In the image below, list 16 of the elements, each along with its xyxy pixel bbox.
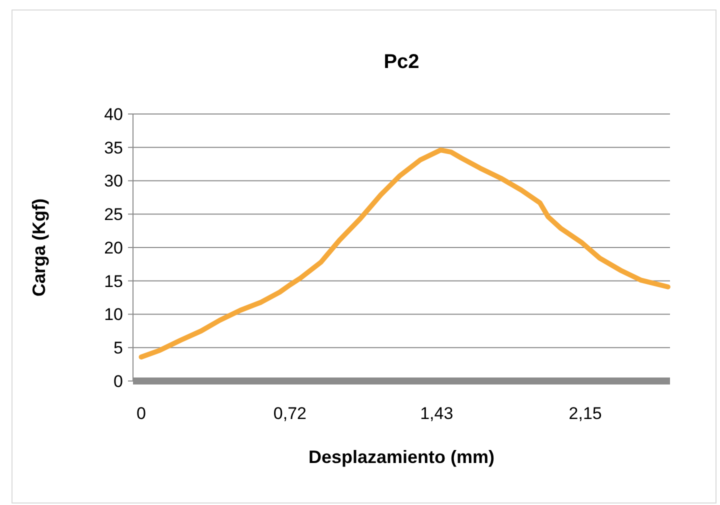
- y-tick-label: 10: [104, 305, 123, 324]
- x-tick-label: 0,72: [273, 404, 307, 423]
- y-tick-label: 25: [104, 205, 123, 224]
- chart-title: Pc2: [384, 51, 420, 73]
- x-tick-label: 0: [136, 404, 146, 423]
- y-tick-label: 35: [104, 138, 123, 158]
- y-tick-label: 40: [104, 104, 123, 124]
- y-tick-label: 0: [114, 372, 123, 391]
- y-tick-label: 5: [114, 338, 123, 358]
- y-tick-label: 30: [104, 172, 123, 191]
- x-tick-label: 1,43: [420, 404, 454, 423]
- y-tick-label: 15: [104, 272, 123, 291]
- y-axis-title: Carga (Kgf): [29, 198, 49, 296]
- y-tick-label: 20: [104, 238, 123, 258]
- x-axis-title: Desplazamiento (mm): [308, 447, 495, 467]
- x-tick-label: 2,15: [568, 404, 602, 423]
